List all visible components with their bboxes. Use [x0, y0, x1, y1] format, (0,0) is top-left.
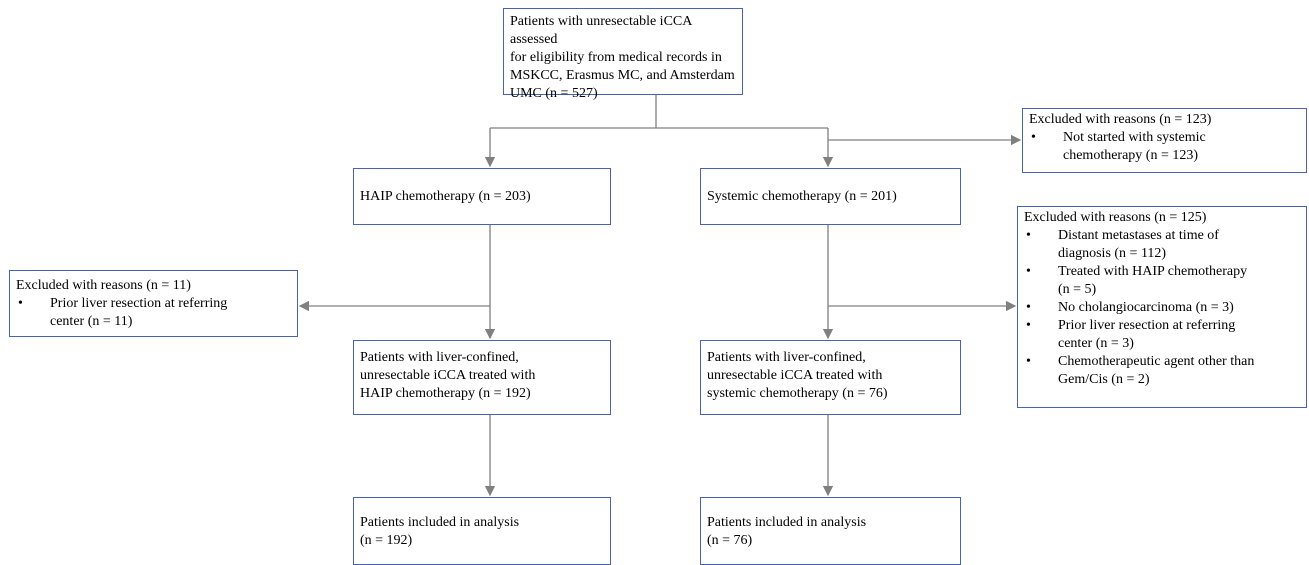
bullet: • — [18, 296, 23, 311]
box-content: Patients included in analysis (n = 76) — [707, 514, 954, 550]
text-line: Excluded with reasons (n = 123) — [1029, 112, 1212, 127]
text-line: Patients with unresectable iCCA assessed — [510, 14, 692, 47]
box-content: Patients with liver-confined, unresectabl… — [707, 349, 954, 403]
flow-box: Systemic chemotherapy (n = 201) — [700, 168, 961, 225]
bullet: • — [1026, 228, 1031, 243]
text-line: Excluded with reasons (n = 11) — [16, 278, 191, 293]
text-line: Treated with HAIP chemotherapy — [1058, 264, 1248, 279]
flow-box: Patients with unresectable iCCA assessed… — [503, 8, 743, 101]
text-line: diagnosis (n = 112) — [1058, 246, 1167, 261]
text-line: Distant metastases at time of — [1058, 228, 1219, 243]
bullet-item: • Treated with HAIP chemotherapy (n = 5) — [1024, 263, 1300, 299]
text-line: Excluded with reasons (n = 125) — [1024, 210, 1207, 225]
bullet-item: • Prior liver resection at referring cente… — [1024, 317, 1300, 353]
box-content: Systemic chemotherapy (n = 201) — [707, 188, 897, 206]
text-line: unresectable iCCA treated with — [360, 368, 536, 383]
flow-box: Excluded with reasons (n = 125) • Distant … — [1017, 206, 1307, 408]
text-line: Not started with systemic — [1063, 130, 1206, 145]
text-line: for eligibility from medical records in — [510, 50, 722, 65]
flow-box: Excluded with reasons (n = 11) • Prior liv… — [9, 270, 298, 337]
text-line: Patients with liver-confined, — [360, 350, 519, 365]
box-content: Patients with liver-confined, unresectabl… — [360, 349, 604, 403]
text-line: (n = 76) — [707, 533, 753, 548]
text-line: UMC (n = 527) — [510, 86, 598, 101]
text-line: Gem/Cis (n = 2) — [1058, 372, 1150, 387]
bullet-item: • Prior liver resection at referring cente… — [16, 295, 291, 331]
bullet: • — [1026, 300, 1031, 315]
flow-box: Patients with liver-confined, unresectabl… — [700, 340, 961, 415]
flow-box: Patients included in analysis (n = 192) — [353, 497, 611, 565]
text-line: Chemotherapeutic agent other than — [1058, 354, 1255, 369]
box-content: Patients included in analysis (n = 192) — [360, 514, 604, 550]
text-line: Prior liver resection at referring — [1058, 318, 1236, 333]
bullet: • — [1026, 354, 1031, 369]
bullet-item: • No cholangiocarcinoma (n = 3) — [1024, 299, 1300, 317]
text-line: chemotherapy (n = 123) — [1063, 148, 1199, 163]
bullet-item: • Not started with systemic chemotherapy (… — [1029, 129, 1300, 165]
text-line: center (n = 11) — [50, 314, 133, 329]
text-line: Systemic chemotherapy (n = 201) — [707, 188, 897, 204]
flow-box: HAIP chemotherapy (n = 203) — [353, 168, 611, 225]
flow-box: Excluded with reasons (n = 123) • Not star… — [1022, 108, 1307, 173]
box-content: HAIP chemotherapy (n = 203) — [360, 188, 531, 206]
flow-box: Patients with liver-confined, unresectabl… — [353, 340, 611, 415]
bullet-item: • Chemotherapeutic agent other than Gem/Ci… — [1024, 353, 1300, 389]
box-content: Excluded with reasons (n = 125) • Distant … — [1024, 209, 1300, 389]
text-line: center (n = 3) — [1058, 336, 1134, 351]
text-line: HAIP chemotherapy (n = 203) — [360, 188, 531, 204]
text-line: Patients with liver-confined, — [707, 350, 866, 365]
text-line: Prior liver resection at referring — [50, 296, 228, 311]
text-line: (n = 192) — [360, 533, 413, 548]
bullet: • — [1031, 130, 1036, 145]
text-line: HAIP chemotherapy (n = 192) — [360, 386, 531, 401]
box-content: Excluded with reasons (n = 11) • Prior liv… — [16, 277, 291, 331]
bullet: • — [1026, 318, 1031, 333]
flow-box: Patients included in analysis (n = 76) — [700, 497, 961, 565]
bullet-item: • Distant metastases at time of diagnosis … — [1024, 227, 1300, 263]
box-content: Patients with unresectable iCCA assessed… — [510, 13, 736, 103]
text-line: unresectable iCCA treated with — [707, 368, 883, 383]
bullet: • — [1026, 264, 1031, 279]
text-line: (n = 5) — [1058, 282, 1097, 297]
text-line: Patients included in analysis — [707, 515, 867, 530]
text-line: MSKCC, Erasmus MC, and Amsterdam — [510, 68, 735, 83]
text-line: Patients included in analysis — [360, 515, 520, 530]
text-line: systemic chemotherapy (n = 76) — [707, 386, 888, 401]
box-content: Excluded with reasons (n = 123) • Not star… — [1029, 111, 1300, 165]
text-line: No cholangiocarcinoma (n = 3) — [1058, 300, 1234, 315]
